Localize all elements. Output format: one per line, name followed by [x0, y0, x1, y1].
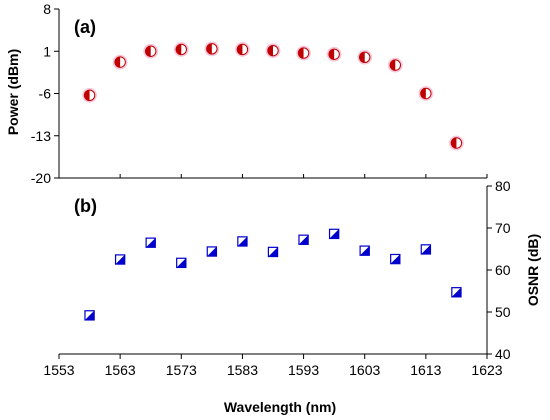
- power-data-point: [296, 45, 311, 61]
- panel-a-y-tick-label: -20: [31, 170, 51, 186]
- osnr-data-point: [145, 237, 156, 248]
- power-data-point: [265, 43, 281, 59]
- panel-b-y-tick-label: 40: [495, 346, 511, 362]
- power-data-point: [418, 86, 434, 101]
- osnr-data-point: [84, 310, 95, 321]
- x-tick-label: 1583: [227, 362, 258, 378]
- x-tick-label: 1563: [105, 362, 136, 378]
- osnr-data-point: [176, 257, 187, 269]
- osnr-data-point: [114, 254, 126, 265]
- panel-b-y-tick-label: 50: [495, 304, 511, 320]
- osnr-data-point: [390, 253, 401, 265]
- panel-a-y-tick-label: -13: [31, 128, 51, 144]
- power-data-point: [173, 42, 189, 57]
- panel-b-y-axis-title: OSNR (dB): [525, 234, 541, 306]
- osnr-data-point: [359, 245, 370, 256]
- panel-a-y-ticks: 8 1 -6 -13 -20: [31, 1, 59, 186]
- power-data-point: [449, 135, 464, 151]
- power-data-point: [326, 46, 342, 62]
- osnr-data-point: [237, 236, 248, 247]
- x-tick-label: 1603: [349, 362, 380, 378]
- panel-a: (a) Power (dBm) 8 1 -6 -13 -20: [5, 1, 464, 186]
- power-data-point: [82, 87, 97, 103]
- osnr-data-point: [298, 234, 309, 245]
- axes-frame: [58, 9, 488, 355]
- panel-a-y-tick-label: -6: [39, 86, 52, 102]
- osnr-data-point: [267, 246, 279, 258]
- power-data-point: [204, 41, 220, 57]
- x-tick-label: 1613: [410, 362, 441, 378]
- panel-a-y-tick-label: 8: [43, 1, 51, 17]
- power-data-point: [112, 54, 128, 70]
- osnr-data-point: [206, 246, 218, 257]
- x-tick-label: 1593: [288, 362, 319, 378]
- x-axis-title: Wavelength (nm): [224, 399, 336, 415]
- osnr-data-point: [451, 287, 462, 298]
- panel-a-data-points: [82, 41, 464, 151]
- panel-b-label: (b): [74, 196, 97, 216]
- power-data-point: [143, 43, 159, 59]
- x-tick-label: 1553: [43, 362, 74, 378]
- power-data-point: [357, 49, 373, 65]
- power-data-point: [235, 42, 250, 57]
- x-tick-label: 1623: [471, 362, 502, 378]
- osnr-data-point: [328, 228, 340, 240]
- panel-b: (b) OSNR (dB) 40 50 60 70 80: [74, 178, 541, 362]
- panel-b-data-points: [84, 228, 462, 321]
- panel-b-y-ticks: 40 50 60 70 80: [487, 178, 511, 362]
- x-axis-ticks: 1553 1563 1573 1583 1593 1603 1613 1623: [43, 174, 503, 378]
- panel-a-y-axis-title: Power (dBm): [5, 49, 21, 135]
- panel-b-y-tick-label: 80: [495, 178, 511, 194]
- power-data-point: [387, 57, 403, 73]
- osnr-data-point: [420, 244, 432, 255]
- panel-a-label: (a): [74, 17, 96, 37]
- panel-a-y-tick-label: 1: [43, 43, 51, 59]
- panel-b-y-tick-label: 70: [495, 220, 511, 236]
- panel-b-y-tick-label: 60: [495, 262, 511, 278]
- x-tick-label: 1573: [166, 362, 197, 378]
